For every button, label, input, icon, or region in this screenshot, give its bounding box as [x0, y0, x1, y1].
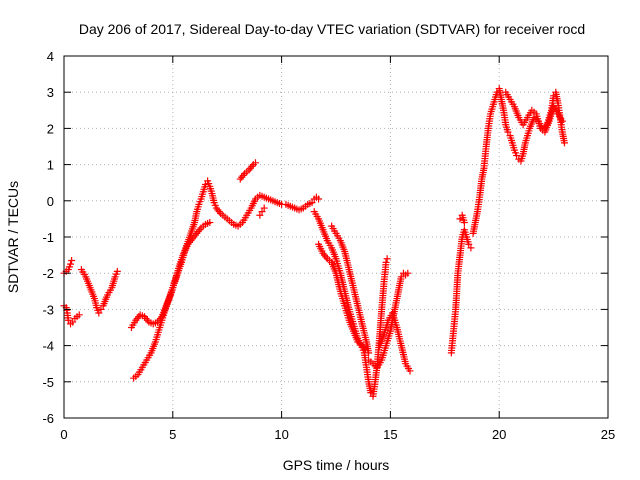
data-points: [60, 85, 568, 400]
y-tick-label-9: 3: [47, 85, 54, 100]
axis-ticks: [63, 55, 609, 419]
data-point-265: [308, 199, 316, 207]
data-point-419: [382, 258, 390, 266]
x-tick-label-0: 0: [60, 427, 67, 442]
y-tick-label-1: -5: [42, 375, 54, 390]
data-point-279: [256, 211, 264, 219]
data-point-8: [69, 318, 77, 326]
data-point-6: [64, 316, 72, 324]
y-tick-label-4: -2: [42, 266, 54, 281]
data-point-118: [206, 219, 214, 227]
x-axis-label: GPS time / hours: [283, 457, 390, 473]
data-point-574: [404, 269, 412, 277]
data-point-278: [251, 159, 259, 167]
data-point-38: [97, 305, 105, 313]
data-point-268: [315, 195, 323, 203]
data-point-420: [383, 255, 391, 263]
data-point-674: [465, 240, 473, 248]
data-point-54: [113, 267, 121, 275]
x-tick-label-3: 15: [383, 427, 397, 442]
y-tick-label-8: 2: [47, 121, 54, 136]
y-tick-label-3: -3: [42, 302, 54, 317]
x-tick-label-2: 10: [274, 427, 288, 442]
data-point-675: [467, 244, 475, 252]
y-tick-label-10: 4: [47, 49, 54, 64]
data-point-17: [68, 257, 76, 265]
y-tick-label-5: -1: [42, 230, 54, 245]
data-point-762: [504, 128, 512, 136]
y-tick-label-7: 1: [47, 158, 54, 173]
data-point-11: [75, 311, 83, 319]
data-point-37: [95, 309, 103, 317]
y-axis-label: SDTVAR / TECUs: [5, 181, 21, 293]
x-tick-label-5: 25: [601, 427, 615, 442]
data-point-834: [560, 139, 568, 147]
y-tick-labels: -6 -5 -4 -3 -2 -1 0 1 2 3 4: [42, 49, 54, 426]
x-tick-label-1: 5: [169, 427, 176, 442]
data-point-614: [406, 367, 414, 375]
data-point-281: [260, 204, 268, 212]
chart-title: Day 206 of 2017, Sidereal Day-to-day VTE…: [79, 21, 585, 37]
x-tick-labels: 0 5 10 15 20 25: [60, 427, 615, 442]
y-tick-label-0: -6: [42, 411, 54, 426]
data-point-280: [258, 208, 266, 216]
y-tick-label-6: 0: [47, 194, 54, 209]
data-point-771: [513, 152, 521, 160]
data-point-571: [397, 273, 405, 281]
data-point-205: [201, 181, 209, 189]
data-point-882: [558, 117, 566, 125]
data-point-526: [365, 349, 373, 357]
data-point-16: [67, 260, 75, 268]
data-point-680: [460, 219, 468, 227]
x-tick-label-4: 20: [492, 427, 506, 442]
y-tick-label-2: -4: [42, 339, 54, 354]
